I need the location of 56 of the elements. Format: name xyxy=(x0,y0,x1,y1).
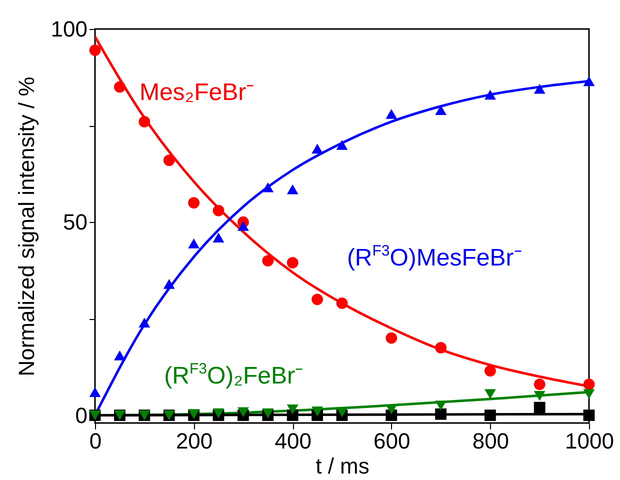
point xyxy=(89,387,101,398)
point xyxy=(286,184,298,194)
x-tick-label: 1000 xyxy=(565,428,614,454)
point xyxy=(534,378,546,390)
point xyxy=(188,238,200,248)
point xyxy=(312,294,323,306)
point xyxy=(138,318,150,328)
point xyxy=(138,116,150,128)
point xyxy=(435,408,446,420)
point xyxy=(262,255,274,266)
point xyxy=(386,404,398,414)
point xyxy=(262,408,274,418)
point xyxy=(484,365,496,377)
point xyxy=(312,406,323,416)
x-axis-title: t / ms xyxy=(316,454,370,478)
point xyxy=(286,257,298,268)
point xyxy=(534,84,546,94)
point xyxy=(163,279,175,289)
point xyxy=(212,232,224,243)
point xyxy=(435,342,446,354)
point xyxy=(386,109,398,119)
x-tick-label: 400 xyxy=(274,428,312,454)
point xyxy=(114,350,126,360)
point xyxy=(188,197,200,209)
y-tick-label: 0 xyxy=(75,402,88,428)
point xyxy=(163,154,175,166)
point xyxy=(262,182,274,192)
point xyxy=(534,391,546,401)
point xyxy=(312,144,323,154)
point xyxy=(583,378,595,390)
point xyxy=(484,410,496,421)
point xyxy=(583,76,595,86)
point xyxy=(435,400,446,411)
point xyxy=(386,332,398,344)
point xyxy=(238,221,249,231)
point xyxy=(238,407,249,418)
point xyxy=(286,404,298,414)
x-tick-label: 200 xyxy=(176,428,213,454)
point xyxy=(212,408,224,418)
y-axis-title: Normalized signal intensity / % xyxy=(14,76,39,376)
point xyxy=(336,407,348,418)
point xyxy=(336,298,348,309)
x-tick-label: 600 xyxy=(374,428,410,454)
point xyxy=(114,81,126,93)
point xyxy=(534,402,546,414)
point xyxy=(336,140,348,150)
point xyxy=(583,389,595,399)
point xyxy=(484,90,496,100)
point xyxy=(484,389,496,399)
point xyxy=(89,44,101,56)
y-tick-label: 50 xyxy=(63,210,88,235)
point xyxy=(583,410,595,421)
x-tick-label: 800 xyxy=(472,428,510,454)
y-tick-label: 100 xyxy=(50,16,88,42)
point xyxy=(212,204,224,216)
series-label: Mes₂FeBr⁻ xyxy=(139,78,254,106)
